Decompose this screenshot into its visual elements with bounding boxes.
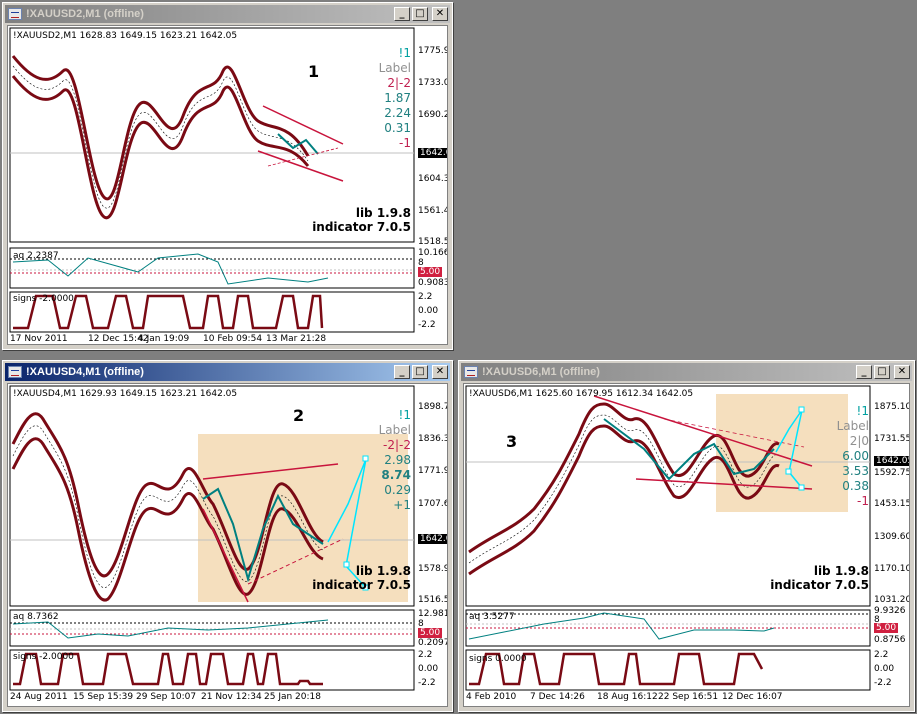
window-titlebar[interactable]: !XAUUSD2,M1 (offline) _ □ ✕ <box>5 5 450 23</box>
aq-subwindow <box>466 612 870 640</box>
chart-window-2[interactable]: !XAUUSD4,M1 (offline) _ □ ✕ <box>2 360 453 712</box>
signs-label: signs -2.0000 <box>13 652 74 662</box>
info-line: !1 <box>398 408 411 422</box>
info-line: 6.00 <box>842 449 869 463</box>
close-button[interactable]: ✕ <box>894 365 910 379</box>
signal-info-panel: !1 Label 2|-2 1.87 2.24 0.31 -1 <box>379 46 411 151</box>
chart-area[interactable]: !XAUUSD4,M1 1629.93 1649.15 1623.21 1642… <box>7 383 448 707</box>
chart-window-1[interactable]: !XAUUSD2,M1 (offline) _ □ ✕ <box>2 2 453 350</box>
mid-line <box>277 133 319 155</box>
signs-subwindow <box>469 652 764 686</box>
symbol-info: !XAUUSD2,M1 1628.83 1649.15 1623.21 1642… <box>13 31 238 41</box>
info-line: 2.98 <box>384 453 411 467</box>
signs-label: signs -2.0000 <box>13 294 74 304</box>
info-line: 0.38 <box>842 479 869 493</box>
chart-app-icon <box>8 8 22 20</box>
version-label: lib 1.9.8 indicator 7.0.5 <box>770 564 869 592</box>
version-label: lib 1.9.8 indicator 7.0.5 <box>312 564 411 592</box>
mid-line <box>603 418 775 481</box>
info-line: 3.53 <box>842 464 869 478</box>
window-titlebar[interactable]: !XAUUSD4,M1 (offline) _ □ ✕ <box>5 363 450 381</box>
close-button[interactable]: ✕ <box>432 365 448 379</box>
chart-canvas[interactable] <box>8 26 448 345</box>
maximize-button[interactable]: □ <box>412 7 428 21</box>
current-price-marker: 1642.05 <box>874 456 909 466</box>
window-title: !XAUUSD2,M1 (offline) <box>26 8 144 20</box>
channel-lower <box>635 478 813 490</box>
chart-app-icon <box>8 366 22 378</box>
channel-upper <box>202 463 339 480</box>
aq-label: aq 8.7362 <box>13 612 59 622</box>
channel-lower <box>257 150 344 182</box>
chart-number: 2 <box>293 406 305 425</box>
highlight-rect <box>716 394 848 512</box>
info-line: Label <box>836 419 869 433</box>
info-line: -2|-2 <box>383 438 411 452</box>
maximize-button[interactable]: □ <box>412 365 428 379</box>
signs-subwindow <box>13 652 323 686</box>
info-line: 2|-2 <box>387 76 411 90</box>
price-bands <box>11 55 310 220</box>
chart-canvas[interactable] <box>464 384 910 707</box>
info-line: Label <box>378 423 411 437</box>
symbol-info: !XAUUSD6,M1 1625.60 1679.95 1612.34 1642… <box>469 389 694 399</box>
chart-window-3[interactable]: !XAUUSD6,M1 (offline) _ □ ✕ <box>458 360 915 712</box>
info-line: -1 <box>857 494 869 508</box>
info-line: !1 <box>856 404 869 418</box>
symbol-info: !XAUUSD4,M1 1629.93 1649.15 1623.21 1642… <box>13 389 238 399</box>
channel-upper <box>593 395 813 467</box>
chart-canvas[interactable] <box>8 384 448 707</box>
info-line: !1 <box>398 46 411 60</box>
mid-line <box>202 487 324 583</box>
info-line: 2.24 <box>384 106 411 120</box>
chart-app-icon <box>464 366 478 378</box>
chart-area[interactable]: !XAUUSD2,M1 1628.83 1649.15 1623.21 1642… <box>7 25 448 345</box>
maximize-button[interactable]: □ <box>874 365 890 379</box>
signs-subwindow <box>13 294 324 330</box>
current-price-marker: 1642.05 <box>418 148 447 158</box>
signal-info-panel: !1 Label -2|-2 2.98 8.74 0.29 +1 <box>379 408 411 513</box>
aq-subwindow <box>10 253 414 285</box>
minimize-button[interactable]: _ <box>394 7 410 21</box>
close-button[interactable]: ✕ <box>432 7 448 21</box>
chart-area[interactable]: !XAUUSD6,M1 1625.60 1679.95 1612.34 1642… <box>463 383 910 707</box>
info-line: +1 <box>393 498 411 512</box>
chart-number: 3 <box>506 432 518 451</box>
signal-info-panel: !1 Label 2|0 6.00 3.53 0.38 -1 <box>837 404 869 509</box>
window-title: !XAUUSD6,M1 (offline) <box>482 366 600 378</box>
info-line: 0.29 <box>384 483 411 497</box>
channel-lower <box>202 508 249 603</box>
current-price-marker: 1642.05 <box>418 534 447 544</box>
info-line: 1.87 <box>384 91 411 105</box>
info-line: 8.74 <box>381 468 411 482</box>
info-line: Label <box>378 61 411 75</box>
price-bands <box>11 412 324 602</box>
aq-label: aq 2.2387 <box>13 251 59 261</box>
signs-label: signs 0.0000 <box>469 654 527 664</box>
info-line: -1 <box>399 136 411 150</box>
minimize-button[interactable]: _ <box>856 365 872 379</box>
minimize-button[interactable]: _ <box>394 365 410 379</box>
version-label: lib 1.9.8 indicator 7.0.5 <box>312 206 411 234</box>
chart-number: 1 <box>308 62 320 81</box>
info-line: 2|0 <box>849 434 869 448</box>
aq-label: aq 3.5277 <box>469 612 515 622</box>
info-line: 0.31 <box>384 121 411 135</box>
window-title: !XAUUSD4,M1 (offline) <box>26 366 144 378</box>
window-titlebar[interactable]: !XAUUSD6,M1 (offline) _ □ ✕ <box>461 363 912 381</box>
aq-subwindow <box>10 619 414 639</box>
channel-upper <box>262 105 344 145</box>
